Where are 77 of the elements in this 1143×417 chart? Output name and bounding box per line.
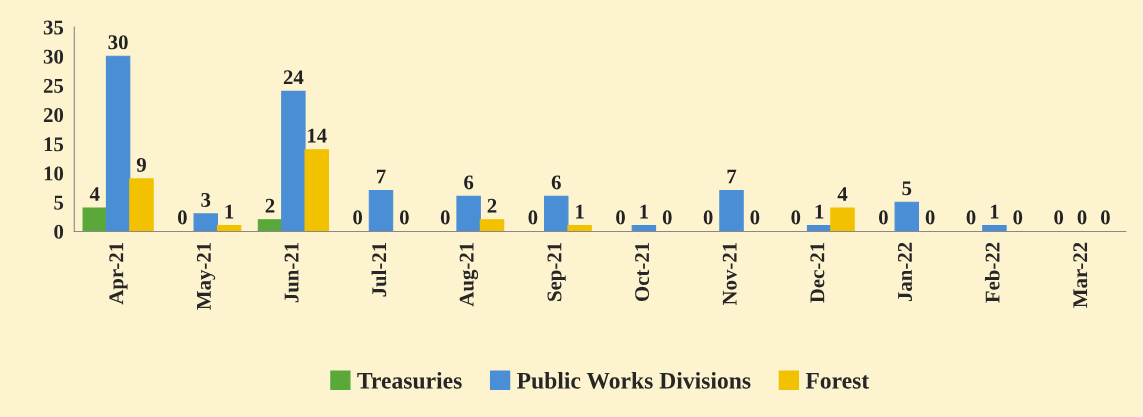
y-tick-label: 35 xyxy=(43,20,64,35)
y-tick-label: 30 xyxy=(43,49,64,64)
bar xyxy=(257,219,283,232)
data-label: 0 xyxy=(750,210,760,225)
x-tick-label: Nov-21 xyxy=(722,242,737,306)
bar xyxy=(631,225,657,232)
x-tick-label: Aug-21 xyxy=(459,242,479,307)
data-label: 1 xyxy=(640,204,649,219)
bar xyxy=(129,178,154,232)
data-label: 0 xyxy=(703,210,713,225)
data-label: 4 xyxy=(89,187,100,201)
data-label: 0 xyxy=(1100,210,1110,225)
bar xyxy=(193,213,218,232)
x-tick-label: Jul-21 xyxy=(371,242,387,297)
bar xyxy=(982,225,1007,232)
data-label: 0 xyxy=(616,210,625,225)
data-label: 7 xyxy=(727,169,737,184)
y-tick-label: 0 xyxy=(54,224,64,239)
data-label: 0 xyxy=(1077,210,1087,225)
data-label: 7 xyxy=(376,169,386,184)
legend-label: Forest xyxy=(805,372,870,389)
bar xyxy=(719,190,744,232)
x-tick-label: Jun-21 xyxy=(284,242,299,303)
data-label: 1 xyxy=(815,204,824,219)
legend-label: Treasuries xyxy=(357,372,462,389)
x-tick-label: Oct-21 xyxy=(635,242,650,301)
legend-label: Public Works Divisions xyxy=(517,372,751,389)
y-tick-label: 25 xyxy=(43,78,64,93)
x-tick-label: Dec-21 xyxy=(810,242,825,303)
data-label: 3 xyxy=(201,192,211,207)
bar xyxy=(894,201,920,232)
data-label: 9 xyxy=(136,157,146,172)
data-label: 30 xyxy=(108,35,128,50)
data-label: 0 xyxy=(353,210,363,225)
data-label: 1 xyxy=(225,204,234,219)
data-label: 0 xyxy=(528,210,538,225)
x-tick-label: Apr-21 xyxy=(109,242,128,305)
data-label: 0 xyxy=(1013,210,1023,225)
y-tick-label: 5 xyxy=(54,195,64,210)
data-label: 0 xyxy=(399,210,409,225)
bar xyxy=(82,207,107,232)
x-tick-label: Jan-22 xyxy=(897,242,912,302)
data-label: 4 xyxy=(837,187,848,201)
bar xyxy=(567,225,592,232)
x-tick-label: Sep-21 xyxy=(547,242,566,301)
data-label: 1 xyxy=(576,204,584,219)
bar xyxy=(105,55,131,232)
x-tick-label: May-21 xyxy=(196,242,216,310)
bar xyxy=(368,190,394,232)
data-label: 2 xyxy=(265,198,275,213)
data-label: 0 xyxy=(440,210,450,225)
data-label: 6 xyxy=(551,175,561,190)
data-label: 0 xyxy=(879,210,888,225)
bar xyxy=(216,225,242,232)
y-tick-label: 20 xyxy=(43,108,64,123)
bar xyxy=(479,219,505,232)
data-label: 0 xyxy=(791,210,801,225)
bar xyxy=(544,195,569,232)
data-label: 0 xyxy=(966,210,976,225)
y-tick-label: 15 xyxy=(44,137,64,152)
y-tick-label: 10 xyxy=(44,166,64,181)
data-label: 0 xyxy=(662,210,672,225)
bar xyxy=(281,90,306,232)
data-label: 2 xyxy=(487,198,497,213)
data-label: 0 xyxy=(1054,210,1064,225)
data-label: 1 xyxy=(990,204,999,219)
x-tick-label: Feb-22 xyxy=(984,242,1000,303)
data-label: 14 xyxy=(307,128,327,143)
data-label: 5 xyxy=(902,181,912,196)
bar xyxy=(304,149,329,232)
x-tick-label: Mar-22 xyxy=(1073,242,1088,308)
bar xyxy=(830,207,855,232)
data-label: 0 xyxy=(177,210,187,225)
data-label: 6 xyxy=(464,175,474,190)
data-label: 24 xyxy=(283,70,304,85)
data-label: 0 xyxy=(925,210,935,225)
bar xyxy=(456,195,481,232)
